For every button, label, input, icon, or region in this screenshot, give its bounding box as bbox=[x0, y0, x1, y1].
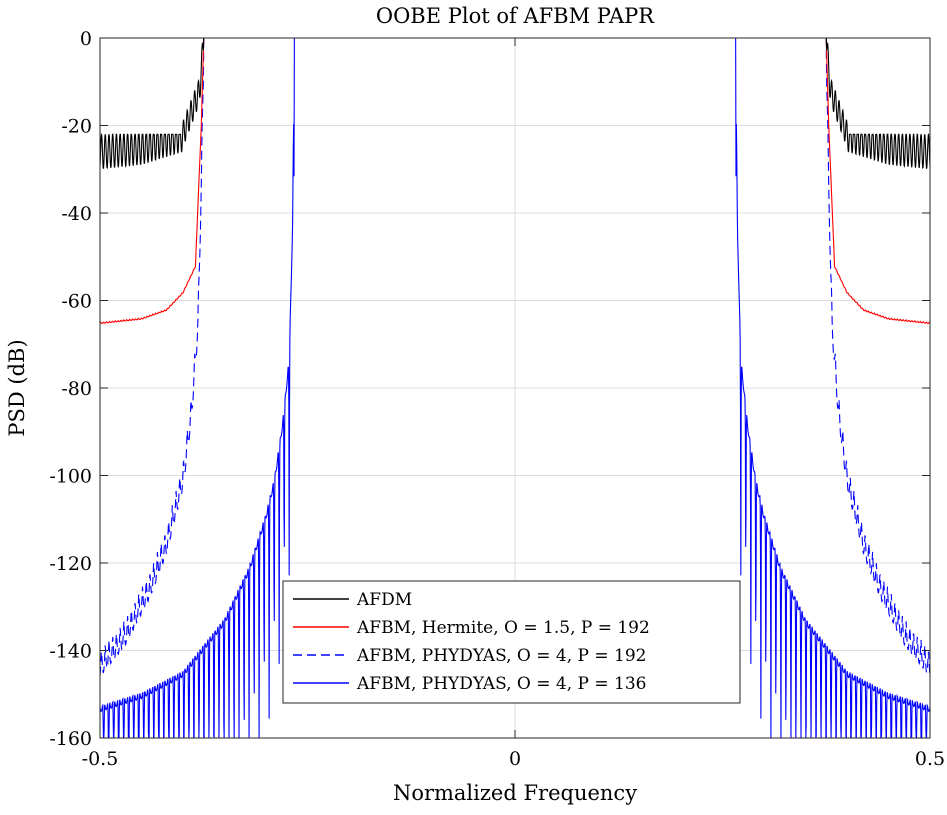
y-tick-label: -100 bbox=[49, 466, 92, 488]
legend-label: AFDM bbox=[356, 590, 412, 610]
x-tick-label: 0 bbox=[509, 748, 521, 770]
series-line-4 bbox=[100, 38, 930, 738]
y-tick-label: -140 bbox=[49, 641, 92, 663]
y-tick-label: -120 bbox=[49, 553, 92, 575]
y-tick-label: -160 bbox=[49, 728, 92, 750]
legend: AFDM AFBM, Hermite, O = 1.5, P = 192 AFBM,… bbox=[282, 580, 741, 704]
y-tick-label: -80 bbox=[61, 378, 92, 400]
legend-box bbox=[282, 580, 741, 704]
series-layer bbox=[100, 38, 930, 738]
y-tick-label: -40 bbox=[61, 203, 92, 225]
ticks: -0.5 0 0.5 0 -20 -40 -60 -80 -100 -120 -140 -160 bbox=[49, 28, 945, 770]
y-tick-label: -20 bbox=[61, 116, 92, 138]
y-axis-label: PSD (dB) bbox=[5, 339, 29, 436]
legend-label: AFBM, PHYDYAS, O = 4, P = 192 bbox=[356, 646, 646, 666]
x-tick-label: 0.5 bbox=[915, 748, 945, 770]
chart-title: OOBE Plot of AFBM PAPR bbox=[376, 4, 655, 28]
x-tick-label: -0.5 bbox=[82, 748, 119, 770]
x-axis-label: Normalized Frequency bbox=[393, 781, 637, 805]
legend-label: AFBM, PHYDYAS, O = 4, P = 136 bbox=[356, 674, 646, 694]
y-tick-label: -60 bbox=[61, 291, 92, 313]
y-tick-label: 0 bbox=[80, 28, 92, 50]
legend-label: AFBM, Hermite, O = 1.5, P = 192 bbox=[356, 618, 650, 638]
